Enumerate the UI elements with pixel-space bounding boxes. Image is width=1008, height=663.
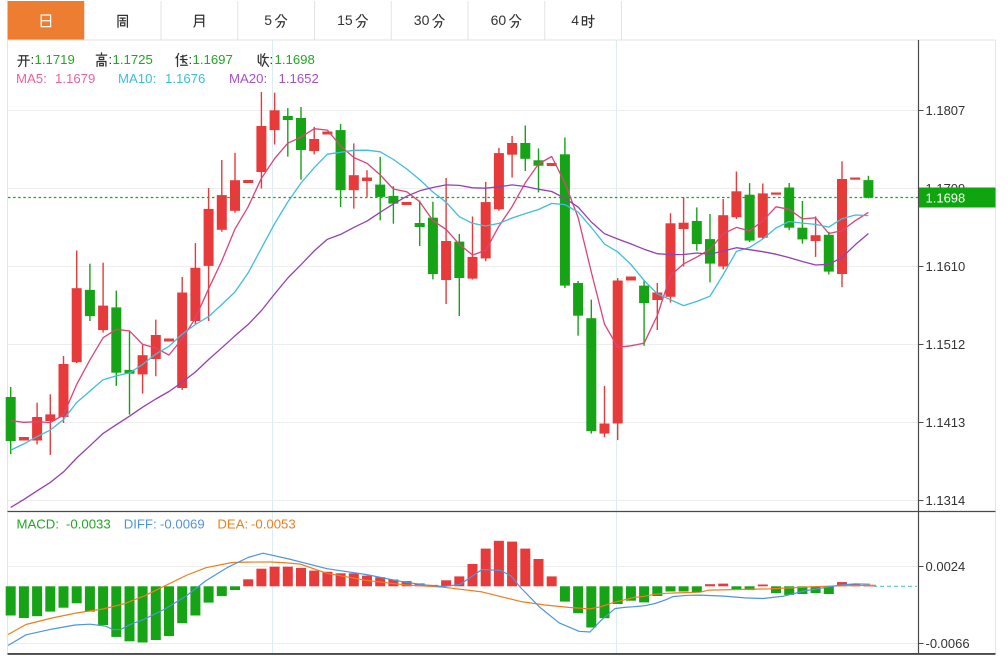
svg-text:1.1314: 1.1314 [926, 493, 966, 508]
svg-text:MA10:: MA10: [118, 71, 156, 86]
svg-text::: : [31, 52, 35, 67]
svg-text:0.0024: 0.0024 [926, 559, 966, 574]
svg-text:1.1719: 1.1719 [35, 52, 75, 67]
svg-text:DEA:: DEA: [217, 516, 248, 531]
svg-text::: : [270, 52, 274, 67]
svg-text:60: 60 [491, 12, 507, 28]
svg-text:1.1652: 1.1652 [279, 71, 319, 86]
svg-text:1.1725: 1.1725 [113, 52, 153, 67]
svg-text:-0.0069: -0.0069 [160, 516, 205, 531]
svg-text:4: 4 [571, 12, 579, 28]
svg-text:30: 30 [414, 12, 430, 28]
svg-text:MA20:: MA20: [229, 71, 267, 86]
svg-text:1.1807: 1.1807 [926, 103, 966, 118]
svg-text:5: 5 [264, 12, 272, 28]
svg-text:1.1413: 1.1413 [926, 415, 966, 430]
svg-text:1.1679: 1.1679 [55, 71, 95, 86]
svg-text:-0.0066: -0.0066 [926, 636, 970, 651]
svg-text::: : [109, 52, 113, 67]
svg-text:-0.0033: -0.0033 [66, 516, 111, 531]
svg-text:15: 15 [337, 12, 353, 28]
svg-text:MACD:: MACD: [17, 516, 60, 531]
svg-text:1.1698: 1.1698 [275, 52, 315, 67]
svg-text::: : [189, 52, 193, 67]
svg-text:1.1698: 1.1698 [926, 190, 966, 205]
svg-text:-0.0053: -0.0053 [251, 516, 296, 531]
svg-text:MA5:: MA5: [16, 71, 47, 86]
svg-text:1.1610: 1.1610 [926, 259, 966, 274]
svg-text:1.1697: 1.1697 [193, 52, 233, 67]
svg-text:DIFF:: DIFF: [124, 516, 157, 531]
svg-text:1.1676: 1.1676 [165, 71, 205, 86]
svg-text:1.1512: 1.1512 [926, 337, 966, 352]
